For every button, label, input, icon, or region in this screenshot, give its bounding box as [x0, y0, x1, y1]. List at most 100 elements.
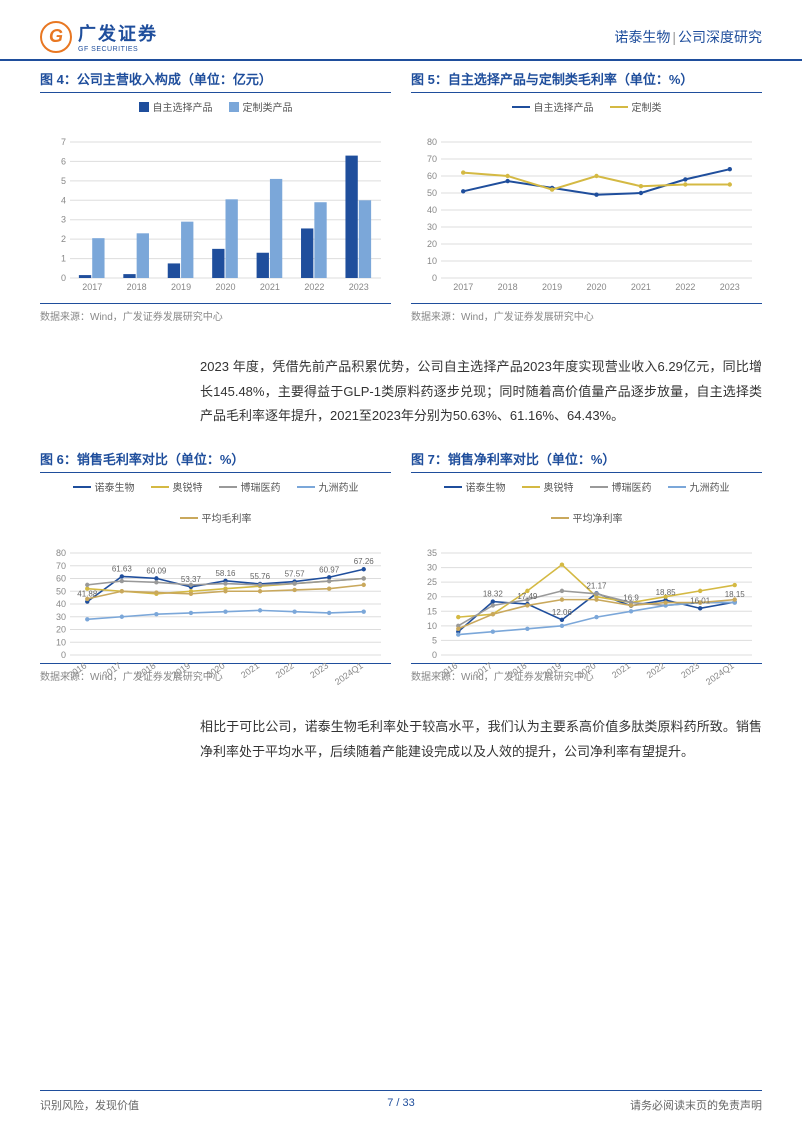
- logo-mark-icon: G: [40, 21, 72, 53]
- svg-text:80: 80: [427, 137, 437, 147]
- svg-text:2016: 2016: [66, 661, 88, 681]
- page-current: 7: [387, 1097, 393, 1109]
- svg-text:2024Q1: 2024Q1: [704, 661, 736, 688]
- svg-text:2017: 2017: [101, 661, 123, 681]
- svg-text:2023: 2023: [308, 661, 330, 681]
- svg-text:2018: 2018: [127, 282, 147, 292]
- svg-text:57.57: 57.57: [285, 570, 306, 579]
- logo-text-cn: 广发证券: [78, 20, 158, 46]
- chart-5-title: 图 5：自主选择产品与定制类毛利率（单位：%）: [411, 69, 762, 93]
- svg-text:12.06: 12.06: [552, 608, 573, 617]
- svg-text:55.76: 55.76: [250, 572, 271, 581]
- svg-text:0: 0: [61, 650, 66, 660]
- svg-text:20: 20: [427, 592, 437, 602]
- logo: G 广发证券 GF SECURITIES: [40, 20, 158, 53]
- footer-right: 请务必阅读末页的免责声明: [630, 1097, 762, 1113]
- svg-text:2017: 2017: [453, 282, 473, 292]
- chart-5-block: 图 5：自主选择产品与定制类毛利率（单位：%） 自主选择产品定制类0102030…: [411, 69, 762, 323]
- svg-text:2020: 2020: [586, 282, 606, 292]
- svg-text:1: 1: [61, 254, 66, 264]
- svg-text:2021: 2021: [610, 661, 632, 681]
- svg-text:10: 10: [56, 637, 66, 647]
- chart-6-block: 图 6：销售毛利率对比（单位：%） 诺泰生物奥锐特博瑞医药九洲药业平均毛利率01…: [40, 449, 391, 683]
- svg-text:2018: 2018: [498, 282, 518, 292]
- svg-text:2019: 2019: [170, 661, 192, 681]
- svg-text:2017: 2017: [472, 661, 494, 681]
- svg-text:5: 5: [61, 176, 66, 186]
- svg-text:2017: 2017: [82, 282, 102, 292]
- page-footer: 识别风险，发现价值 7 / 33 请务必阅读末页的免责声明: [40, 1090, 762, 1113]
- svg-text:30: 30: [427, 563, 437, 573]
- svg-text:2018: 2018: [135, 661, 157, 681]
- svg-text:2020: 2020: [205, 661, 227, 681]
- paragraph-1: 2023 年度，凭借先前产品积累优势，公司自主选择产品2023年度实现营业收入6…: [40, 327, 762, 449]
- svg-text:60: 60: [427, 171, 437, 181]
- chart-7-canvas: 诺泰生物奥锐特博瑞医药九洲药业平均净利率05101520253035201620…: [411, 479, 762, 659]
- footer-page: 7 / 33: [387, 1097, 415, 1109]
- svg-text:2023: 2023: [679, 661, 701, 681]
- svg-text:2: 2: [61, 234, 66, 244]
- svg-text:60.97: 60.97: [319, 565, 340, 574]
- svg-text:70: 70: [427, 154, 437, 164]
- svg-text:18.85: 18.85: [656, 588, 677, 597]
- svg-text:60: 60: [56, 574, 66, 584]
- svg-text:2018: 2018: [506, 661, 528, 681]
- svg-text:10: 10: [427, 256, 437, 266]
- svg-text:70: 70: [56, 561, 66, 571]
- svg-text:18.15: 18.15: [725, 590, 746, 599]
- svg-text:2022: 2022: [304, 282, 324, 292]
- svg-text:40: 40: [56, 599, 66, 609]
- svg-text:6: 6: [61, 156, 66, 166]
- company-name: 诺泰生物: [614, 29, 670, 45]
- svg-text:21.17: 21.17: [586, 581, 607, 590]
- logo-text-en: GF SECURITIES: [78, 46, 158, 53]
- svg-text:2024Q1: 2024Q1: [333, 661, 365, 688]
- svg-text:2016: 2016: [437, 661, 459, 681]
- svg-text:20: 20: [56, 625, 66, 635]
- svg-text:25: 25: [427, 577, 437, 587]
- svg-text:2019: 2019: [541, 661, 563, 681]
- svg-text:60.09: 60.09: [146, 566, 167, 575]
- svg-text:0: 0: [61, 273, 66, 283]
- svg-text:67.26: 67.26: [354, 557, 375, 566]
- svg-text:50: 50: [427, 188, 437, 198]
- doc-type: 公司深度研究: [678, 29, 762, 45]
- svg-text:35: 35: [427, 548, 437, 558]
- svg-text:2020: 2020: [215, 282, 235, 292]
- svg-text:2023: 2023: [720, 282, 740, 292]
- svg-text:7: 7: [61, 137, 66, 147]
- svg-text:58.16: 58.16: [215, 569, 236, 578]
- svg-text:0: 0: [432, 650, 437, 660]
- svg-text:2020: 2020: [576, 661, 598, 681]
- svg-text:40: 40: [427, 205, 437, 215]
- svg-text:41.88: 41.88: [77, 590, 98, 599]
- svg-text:2021: 2021: [260, 282, 280, 292]
- svg-text:16.9: 16.9: [623, 594, 639, 603]
- svg-text:20: 20: [427, 239, 437, 249]
- chart-7-title: 图 7：销售净利率对比（单位：%）: [411, 449, 762, 473]
- svg-text:30: 30: [427, 222, 437, 232]
- page-header: G 广发证券 GF SECURITIES 诺泰生物|公司深度研究: [0, 0, 802, 61]
- chart-6-canvas: 诺泰生物奥锐特博瑞医药九洲药业平均毛利率01020304050607080201…: [40, 479, 391, 659]
- chart-4-source: 数据来源：Wind，广发证券发展研究中心: [40, 303, 391, 323]
- svg-text:3: 3: [61, 215, 66, 225]
- chart-5-source: 数据来源：Wind，广发证券发展研究中心: [411, 303, 762, 323]
- svg-text:16.01: 16.01: [690, 596, 711, 605]
- svg-text:10: 10: [427, 621, 437, 631]
- chart-5-canvas: 自主选择产品定制类0102030405060708020172018201920…: [411, 99, 762, 299]
- svg-text:2022: 2022: [645, 661, 667, 681]
- svg-text:18.32: 18.32: [483, 590, 504, 599]
- svg-text:2019: 2019: [542, 282, 562, 292]
- svg-text:2021: 2021: [239, 661, 261, 681]
- svg-text:2019: 2019: [171, 282, 191, 292]
- svg-text:15: 15: [427, 606, 437, 616]
- svg-text:4: 4: [61, 195, 66, 205]
- page-total: 33: [403, 1097, 415, 1109]
- svg-text:0: 0: [432, 273, 437, 283]
- header-title: 诺泰生物|公司深度研究: [614, 27, 762, 47]
- svg-text:17.49: 17.49: [517, 592, 538, 601]
- svg-text:2021: 2021: [631, 282, 651, 292]
- chart-4-canvas: 自主选择产品定制类产品01234567201720182019202020212…: [40, 99, 391, 299]
- chart-4-title: 图 4：公司主营收入构成（单位：亿元）: [40, 69, 391, 93]
- svg-text:2023: 2023: [349, 282, 369, 292]
